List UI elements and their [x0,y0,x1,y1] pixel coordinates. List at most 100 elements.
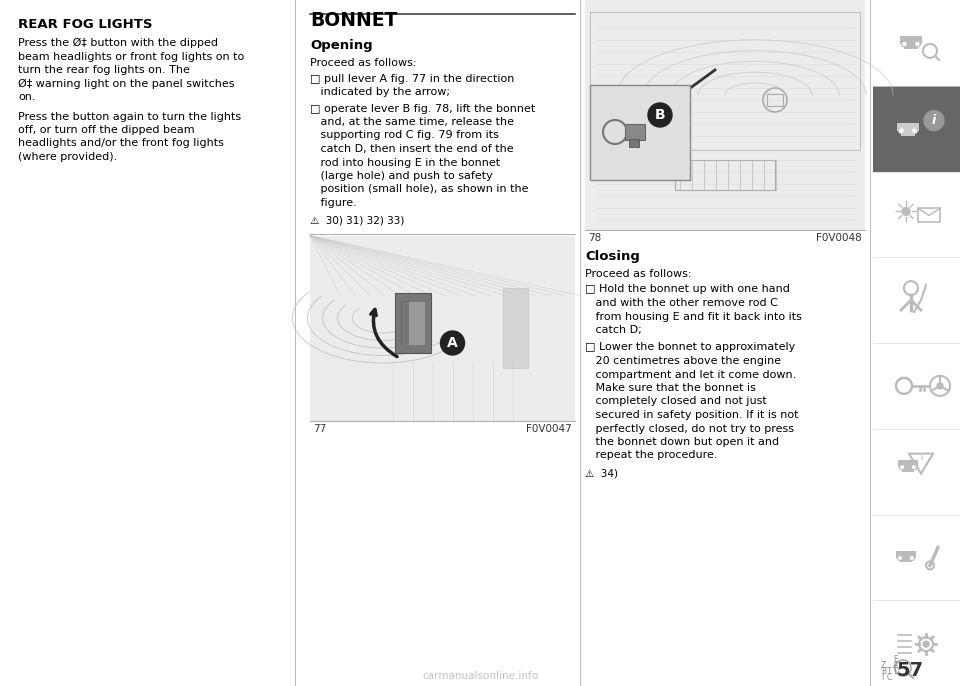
Text: i: i [932,114,936,127]
Text: the bonnet down but open it and: the bonnet down but open it and [585,437,780,447]
Circle shape [913,466,915,469]
Bar [873,172,960,257]
Text: T: T [887,667,892,676]
Text: completely closed and not just: completely closed and not just [585,397,767,407]
Text: ⚠  34): ⚠ 34) [585,468,618,478]
Bar [873,514,960,600]
Text: headlights and/or the front fog lights: headlights and/or the front fog lights [18,139,224,148]
Bar [625,124,645,140]
Circle shape [915,41,921,47]
Bar [400,301,409,345]
Circle shape [913,129,916,132]
Text: A: A [447,336,458,350]
Text: F0V0048: F0V0048 [816,233,862,243]
Circle shape [648,103,672,127]
Bar [897,123,919,130]
Text: position (small hole), as shown in the: position (small hole), as shown in the [310,185,529,195]
Text: Closing: Closing [585,250,640,263]
Bar [873,429,960,514]
Text: rod into housing E in the bonnet: rod into housing E in the bonnet [310,158,500,167]
Bar [767,94,783,106]
Text: F0V0047: F0V0047 [526,423,572,434]
Text: Make sure that the bonnet is: Make sure that the bonnet is [585,383,756,393]
Bar [590,85,690,180]
Text: 78: 78 [588,233,601,243]
Text: compartment and let it come down.: compartment and let it come down. [585,370,796,379]
Text: catch D, then insert the end of the: catch D, then insert the end of the [310,144,514,154]
Text: Z: Z [881,661,886,670]
Text: !: ! [919,455,923,464]
Text: repeat the procedure.: repeat the procedure. [585,451,717,460]
Text: Press the button again to turn the lights: Press the button again to turn the light… [18,112,241,121]
Text: I: I [881,674,883,683]
Bar [901,466,914,472]
Circle shape [937,383,943,389]
Text: 57: 57 [897,661,924,681]
Text: catch D;: catch D; [585,325,641,335]
Text: supporting rod C fig. 79 from its: supporting rod C fig. 79 from its [310,130,499,141]
Text: C: C [887,674,892,683]
Bar [873,600,960,686]
Text: Proceed as follows:: Proceed as follows: [585,269,691,279]
Bar [896,551,916,558]
Text: off, or turn off the dipped beam: off, or turn off the dipped beam [18,125,195,135]
Bar [900,36,922,44]
Bar [585,0,865,230]
Text: on.: on. [18,92,36,102]
Bar [400,301,424,345]
Bar [502,288,527,368]
Circle shape [900,464,904,470]
Text: beam headlights or front fog lights on to: beam headlights or front fog lights on t… [18,51,244,62]
Circle shape [909,556,914,560]
Text: perfectly closed, do not try to press: perfectly closed, do not try to press [585,423,794,434]
Bar [873,86,960,172]
Text: carmanualsonline.info: carmanualsonline.info [422,671,538,681]
Bar [899,460,918,467]
Text: □ Hold the bonnet up with one hand: □ Hold the bonnet up with one hand [585,285,790,294]
Text: and, at the same time, release the: and, at the same time, release the [310,117,514,127]
Text: secured in safety position. If it is not: secured in safety position. If it is not [585,410,799,420]
Text: Press the Ø‡ button with the dipped: Press the Ø‡ button with the dipped [18,38,218,48]
Text: and with the other remove rod C: and with the other remove rod C [585,298,778,308]
Text: (large hole) and push to safety: (large hole) and push to safety [310,171,492,181]
Text: Proceed as follows:: Proceed as follows: [310,58,417,68]
Circle shape [898,556,902,560]
Circle shape [912,128,918,133]
Bar [590,12,860,150]
Circle shape [902,207,910,215]
Bar [873,343,960,429]
Circle shape [899,128,904,133]
Text: REAR FOG LIGHTS: REAR FOG LIGHTS [18,18,153,31]
Text: turn the rear fog lights on. The: turn the rear fog lights on. The [18,65,190,75]
Text: □ operate lever B fig. 78, lift the bonnet: □ operate lever B fig. 78, lift the bonn… [310,104,536,113]
Circle shape [441,331,465,355]
Text: (where provided).: (where provided). [18,152,117,162]
Bar [675,160,775,190]
Bar [873,257,960,343]
Bar [900,558,912,563]
Bar [395,293,430,353]
Text: D: D [893,667,899,676]
Text: B: B [881,667,886,676]
Circle shape [900,129,903,132]
Bar [873,0,960,86]
Text: □ Lower the bonnet to approximately: □ Lower the bonnet to approximately [585,342,795,353]
Text: A: A [893,661,899,670]
Text: Opening: Opening [310,39,372,52]
Text: 20 centimetres above the engine: 20 centimetres above the engine [585,356,781,366]
Bar [918,209,940,222]
Circle shape [910,556,913,559]
Text: B: B [655,108,665,122]
Circle shape [911,464,917,470]
Text: 77: 77 [313,423,326,434]
Text: indicated by the arrow;: indicated by the arrow; [310,87,450,97]
Bar [629,139,639,147]
Circle shape [903,43,906,45]
Circle shape [901,41,907,47]
Text: E: E [893,656,898,665]
Text: ⚠  30) 31) 32) 33): ⚠ 30) 31) 32) 33) [310,215,404,226]
Circle shape [924,110,944,130]
Text: □ pull lever A fig. 77 in the direction: □ pull lever A fig. 77 in the direction [310,73,515,84]
Circle shape [923,641,929,647]
Bar [901,130,915,136]
